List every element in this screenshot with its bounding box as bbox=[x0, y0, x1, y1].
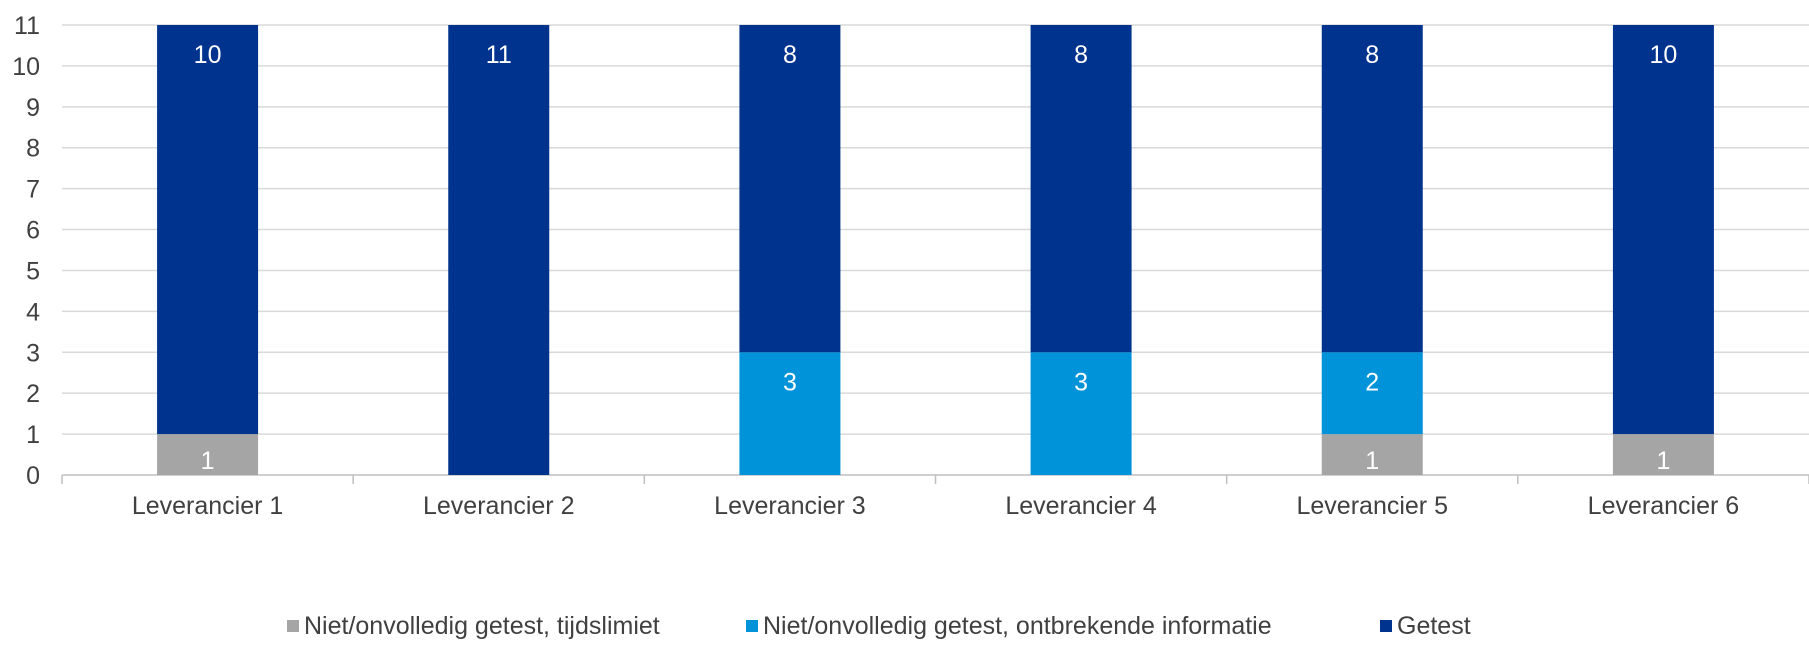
legend-swatch bbox=[1380, 620, 1392, 632]
bar-segment bbox=[1321, 25, 1423, 353]
legend-swatch bbox=[746, 620, 758, 632]
bar-segment bbox=[157, 434, 259, 475]
bar-segment bbox=[1321, 352, 1423, 435]
y-tick-label: 9 bbox=[26, 94, 40, 122]
data-label: 10 bbox=[1650, 41, 1678, 69]
y-tick-label: 1 bbox=[26, 421, 40, 449]
y-tick-label: 10 bbox=[12, 53, 40, 81]
data-label: 11 bbox=[486, 41, 512, 69]
y-tick-label: 8 bbox=[26, 135, 40, 163]
data-label: 1 bbox=[201, 447, 215, 475]
data-label: 3 bbox=[1074, 368, 1088, 396]
y-tick-label: 11 bbox=[14, 12, 40, 40]
y-tick-label: 2 bbox=[26, 380, 40, 408]
data-label: 3 bbox=[783, 368, 797, 396]
y-tick-label: 0 bbox=[26, 462, 40, 490]
data-label: 8 bbox=[783, 41, 797, 69]
bar-segment bbox=[1030, 25, 1132, 353]
bar-segment bbox=[1321, 434, 1423, 475]
data-label: 8 bbox=[1074, 41, 1088, 69]
x-category-label: Leverancier 5 bbox=[1297, 492, 1448, 520]
y-tick-label: 7 bbox=[26, 176, 40, 204]
x-axis: Leverancier 1 Leverancier 2 Leverancier 3 L… bbox=[61, 475, 1809, 520]
gridlines bbox=[62, 24, 1809, 476]
y-tick-label: 5 bbox=[26, 257, 40, 285]
legend-swatch bbox=[287, 620, 299, 632]
legend-label: Niet/onvolledig getest, tijdslimiet bbox=[304, 612, 660, 640]
y-tick-label: 6 bbox=[26, 217, 40, 245]
bar-segment bbox=[157, 25, 259, 435]
data-label: 2 bbox=[1365, 368, 1379, 396]
bar-segment bbox=[739, 25, 841, 353]
x-category-label: Leverancier 6 bbox=[1588, 492, 1739, 520]
legend-label: Niet/onvolledig getest, ontbrekende info… bbox=[763, 612, 1272, 640]
bars: 1 10 11 3 8 3 8 1 2 8 1 10 bbox=[157, 25, 1714, 475]
y-axis-ticks: 0 1 2 3 4 5 6 7 8 9 10 11 bbox=[12, 12, 40, 490]
data-label: 10 bbox=[194, 41, 222, 69]
data-label: 1 bbox=[1656, 447, 1670, 475]
data-label: 8 bbox=[1365, 41, 1379, 69]
data-label: 1 bbox=[1365, 447, 1379, 475]
x-category-label: Leverancier 4 bbox=[1005, 492, 1157, 520]
y-tick-label: 3 bbox=[26, 339, 40, 367]
bar-segment bbox=[1030, 352, 1132, 475]
bar-segment bbox=[1612, 434, 1714, 475]
bar-segment bbox=[448, 25, 550, 475]
legend: Niet/onvolledig getest, tijdslimiet Niet/… bbox=[287, 612, 1471, 640]
x-category-label: Leverancier 1 bbox=[132, 492, 283, 520]
x-category-label: Leverancier 3 bbox=[714, 492, 865, 520]
bar-segment bbox=[1612, 25, 1714, 435]
bar-segment bbox=[739, 352, 841, 475]
x-category-label: Leverancier 2 bbox=[423, 492, 574, 520]
y-tick-label: 4 bbox=[26, 298, 40, 326]
legend-label: Getest bbox=[1397, 612, 1471, 640]
